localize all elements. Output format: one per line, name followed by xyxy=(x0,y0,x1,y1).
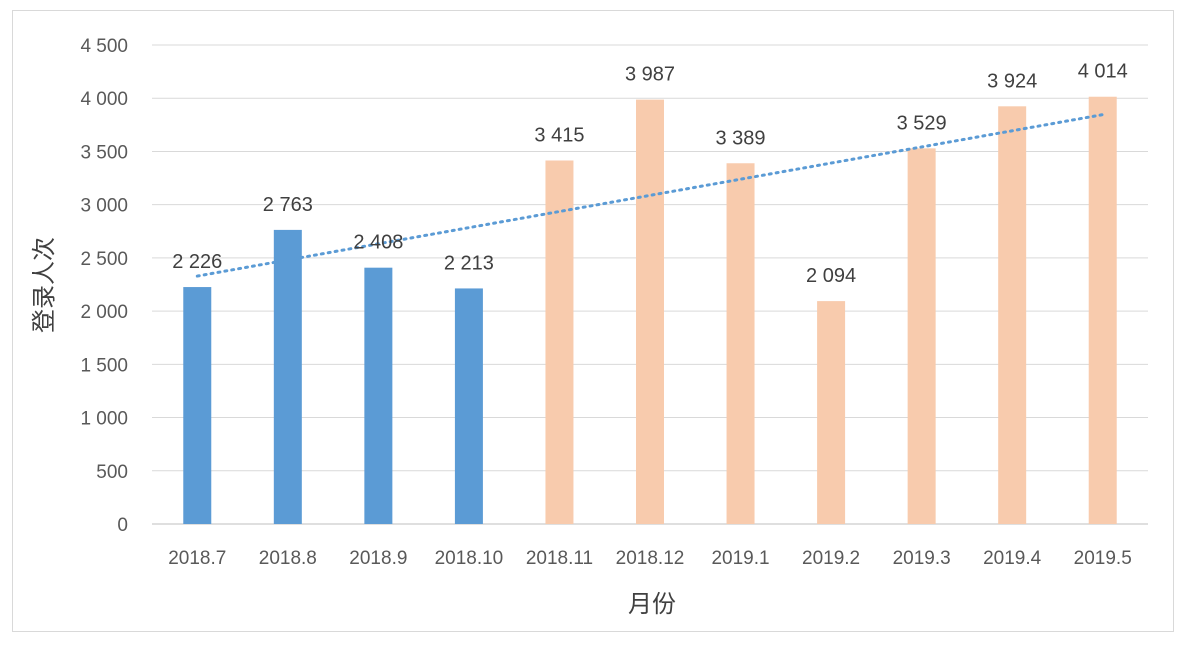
bar-2019.3 xyxy=(907,148,936,525)
y-axis-title: 登录人次 xyxy=(30,237,58,333)
y-tick-label: 1 500 xyxy=(80,355,128,376)
data-label: 3 924 xyxy=(987,70,1037,92)
y-tick-label: 0 xyxy=(117,515,128,536)
y-tick-label: 3 500 xyxy=(80,142,128,163)
x-tick-label: 2019.4 xyxy=(983,548,1042,569)
x-tick-label: 2018.9 xyxy=(349,548,407,569)
data-label: 3 415 xyxy=(534,124,584,146)
data-label: 2 408 xyxy=(353,232,403,254)
data-labels: 2 226 2 763 2 408 2 213 3 415 3 987 3 389 2 094… xyxy=(172,61,1128,287)
data-label: 3 529 xyxy=(897,112,947,134)
bar-2019.2 xyxy=(817,301,846,524)
bar-2018.12 xyxy=(636,99,664,524)
y-tick-label: 2 500 xyxy=(80,249,128,270)
data-label: 3 389 xyxy=(716,127,766,149)
y-tick-label: 3 000 xyxy=(80,196,128,217)
x-tick-label: 2018.11 xyxy=(526,548,593,569)
x-axis-title: 月份 xyxy=(628,590,676,618)
x-tick-label: 2019.2 xyxy=(802,548,860,569)
data-label: 2 094 xyxy=(806,265,856,287)
x-tick-label: 2019.5 xyxy=(1074,548,1132,569)
bar-2019.4 xyxy=(998,106,1027,524)
data-label: 2 213 xyxy=(444,252,494,274)
data-label: 4 014 xyxy=(1078,61,1128,83)
y-tick-label: 500 xyxy=(96,462,128,483)
gridlines xyxy=(152,44,1148,525)
bar-2019.1 xyxy=(726,163,755,525)
x-tick-label: 2018.7 xyxy=(168,548,226,569)
bar-2018.11 xyxy=(545,160,574,524)
y-tick-label: 4 500 xyxy=(80,36,128,57)
bar-2018.10 xyxy=(454,288,483,524)
data-label: 3 987 xyxy=(625,64,675,86)
y-axis-ticks: 0 500 1 000 1 500 2 000 2 500 3 000 3 500 4 000 4… xyxy=(80,36,128,536)
x-tick-label: 2018.12 xyxy=(616,548,685,569)
data-label: 2 763 xyxy=(263,194,313,216)
trendline xyxy=(195,113,1105,278)
data-label: 2 226 xyxy=(172,251,222,273)
x-tick-label: 2019.1 xyxy=(711,548,769,569)
bars xyxy=(183,96,1117,525)
bar-2018.7 xyxy=(183,287,212,524)
x-tick-label: 2018.8 xyxy=(259,548,317,569)
y-tick-label: 1 000 xyxy=(80,409,128,430)
bar-2018.8 xyxy=(273,229,302,525)
x-axis-ticks: 2018.7 2018.8 2018.9 2018.10 2018.11 2018.12 2… xyxy=(168,548,1132,569)
y-tick-label: 4 000 xyxy=(80,89,128,110)
x-tick-label: 2019.3 xyxy=(893,548,951,569)
bar-2019.5 xyxy=(1088,96,1117,525)
trendline-group xyxy=(195,113,1105,278)
x-tick-label: 2018.10 xyxy=(435,548,504,569)
y-tick-label: 2 000 xyxy=(80,302,128,323)
bar-2018.9 xyxy=(364,267,393,524)
